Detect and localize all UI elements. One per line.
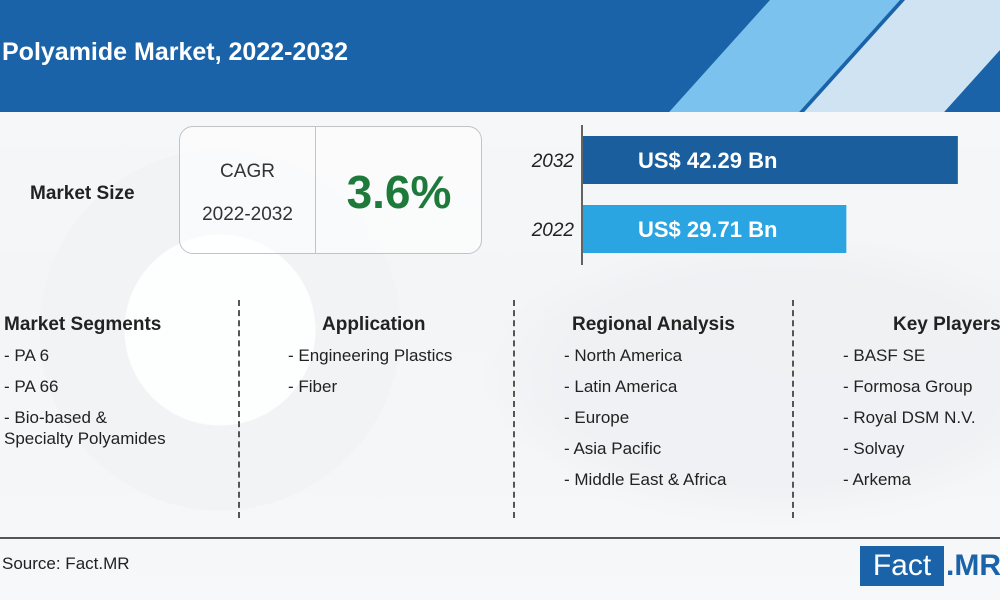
column-title: Regional Analysis bbox=[572, 314, 735, 335]
column-list: - PA 6 - PA 66 - Bio-based & Specialty Pol… bbox=[4, 345, 166, 449]
data-label: US$ 42.29 Bn bbox=[638, 148, 777, 173]
column-separator bbox=[513, 300, 515, 518]
footer-divider bbox=[0, 537, 1000, 539]
category-label: 2022 bbox=[531, 220, 575, 241]
column-list: - Engineering Plastics - Fiber bbox=[288, 345, 452, 397]
list-item: - Latin America bbox=[564, 377, 678, 396]
category-label: 2032 bbox=[531, 151, 575, 172]
list-item: - Middle East & Africa bbox=[564, 470, 727, 489]
column-separator bbox=[238, 300, 240, 518]
cagr-value: 3.6% bbox=[346, 166, 452, 218]
list-item: - Fiber bbox=[288, 377, 338, 396]
list-item: - Bio-based & Specialty Polyamides bbox=[4, 408, 166, 448]
logo-fact: Fact bbox=[860, 546, 944, 586]
market-size-bar-chart: 2032 US$ 42.29 Bn 2022 US$ 29.71 Bn bbox=[531, 125, 958, 265]
list-item: - Engineering Plastics bbox=[288, 346, 453, 365]
cagr-box: CAGR 2022-2032 3.6% bbox=[179, 126, 482, 254]
column-key-players: Key Players - BASF SE - Formosa Group - Ro… bbox=[843, 314, 1000, 500]
column-list: - BASF SE - Formosa Group - Royal DSM N.V.… bbox=[843, 345, 1000, 490]
column-application: Application - Engineering Plastics - Fibe… bbox=[288, 314, 452, 407]
column-title: Application bbox=[322, 314, 426, 335]
logo-mr: .MR bbox=[946, 549, 1000, 582]
list-item: - BASF SE bbox=[843, 346, 926, 365]
list-item: - Formosa Group bbox=[843, 377, 973, 396]
column-list: - North America - Latin America - Europe - … bbox=[564, 345, 735, 490]
bar bbox=[583, 205, 847, 253]
list-item: - Europe bbox=[564, 408, 630, 427]
cagr-label: CAGR bbox=[220, 161, 275, 182]
page-title: Polyamide Market, 2022-2032 bbox=[2, 38, 349, 66]
list-item: - North America bbox=[564, 346, 683, 365]
column-market-segments: Market Segments - PA 6 - PA 66 - Bio-based… bbox=[4, 314, 166, 459]
list-item: - Royal DSM N.V. bbox=[843, 408, 976, 427]
header-banner: Polyamide Market, 2022-2032 bbox=[0, 0, 1000, 112]
list-item: - PA 6 bbox=[4, 346, 50, 365]
column-title: Market Segments bbox=[4, 314, 162, 335]
list-item: - Arkema bbox=[843, 470, 912, 489]
cagr-period: 2022-2032 bbox=[202, 204, 293, 225]
column-separator bbox=[792, 300, 794, 518]
list-item: - PA 66 bbox=[4, 377, 59, 396]
column-regional-analysis: Regional Analysis - North America - Latin… bbox=[564, 314, 735, 500]
list-item: - Asia Pacific bbox=[564, 439, 662, 458]
bar bbox=[583, 136, 958, 184]
list-item: - Solvay bbox=[843, 439, 905, 458]
source-note: Source: Fact.MR bbox=[2, 554, 130, 573]
market-size-label: Market Size bbox=[30, 183, 135, 204]
cagr-divider bbox=[315, 127, 316, 253]
factmr-logo: Fact .MR bbox=[860, 546, 1000, 586]
column-title: Key Players bbox=[893, 314, 1000, 335]
data-label: US$ 29.71 Bn bbox=[638, 217, 777, 242]
